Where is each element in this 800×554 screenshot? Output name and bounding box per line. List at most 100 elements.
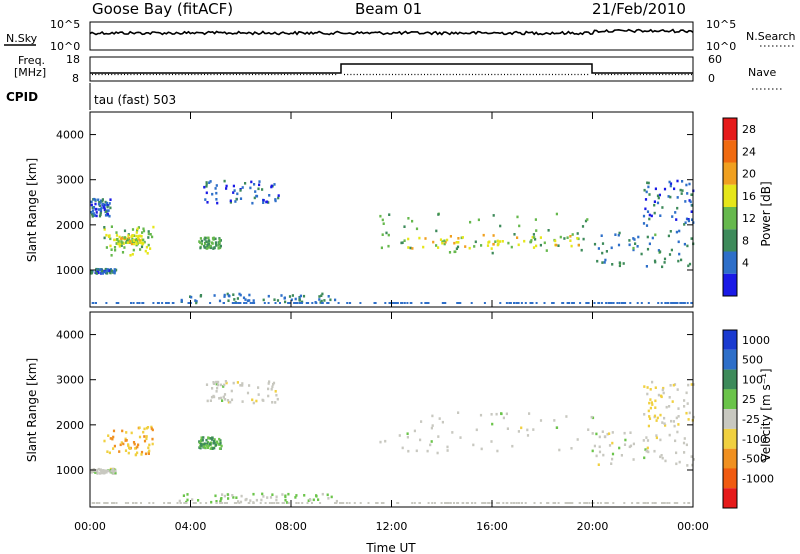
ground-point — [675, 502, 678, 504]
data-point — [601, 251, 604, 255]
data-point — [474, 240, 477, 244]
data-point — [448, 251, 452, 254]
data-point — [219, 500, 222, 503]
data-point — [239, 500, 243, 504]
data-point — [206, 446, 209, 449]
data-point — [685, 183, 688, 187]
ground-point — [427, 302, 430, 304]
data-point — [677, 259, 680, 263]
data-point — [539, 419, 543, 422]
ground-point — [623, 502, 626, 504]
ground-point — [502, 502, 505, 504]
data-point — [692, 415, 695, 419]
data-point — [384, 439, 387, 443]
data-point — [335, 499, 338, 503]
data-point — [654, 233, 657, 237]
data-point — [554, 239, 557, 243]
data-point — [214, 237, 217, 241]
data-point — [668, 180, 671, 184]
ground-point — [152, 502, 155, 504]
data-point — [208, 181, 211, 184]
ground-point — [388, 302, 391, 304]
data-point — [409, 246, 412, 250]
ground-point — [111, 502, 113, 504]
ground-point — [447, 502, 450, 504]
data-point — [662, 386, 665, 390]
ground-point — [268, 502, 271, 504]
data-point — [251, 201, 254, 205]
data-point — [660, 454, 663, 457]
data-point — [261, 188, 264, 191]
data-point — [653, 211, 656, 215]
power-colorbar-swatch — [723, 140, 737, 163]
ground-point — [259, 502, 262, 504]
ground-point — [138, 302, 141, 304]
data-point — [235, 197, 238, 201]
data-point — [460, 236, 463, 240]
ground-point — [172, 302, 175, 304]
ground-point — [375, 502, 378, 504]
data-point — [547, 229, 550, 232]
ground-point — [252, 502, 255, 504]
velocity-colorbar-tick-label: -25 — [742, 413, 760, 426]
data-point — [455, 241, 458, 244]
data-point — [663, 416, 666, 420]
data-point — [406, 432, 409, 435]
ground-point — [215, 502, 218, 504]
data-point — [618, 231, 621, 235]
data-point — [149, 247, 152, 250]
data-point — [614, 233, 617, 236]
data-point — [246, 299, 249, 302]
ground-point — [546, 502, 549, 504]
data-point — [147, 243, 150, 247]
data-point — [601, 430, 604, 433]
data-point — [191, 498, 194, 501]
data-point — [258, 180, 261, 183]
data-point — [211, 192, 214, 196]
data-point — [675, 230, 678, 234]
data-point — [223, 494, 226, 498]
ground-point — [359, 302, 362, 304]
data-point — [685, 443, 688, 447]
data-point — [457, 241, 460, 244]
data-point — [633, 238, 636, 241]
ground-point — [465, 502, 468, 504]
data-point — [415, 227, 419, 231]
ground-point — [297, 502, 300, 504]
data-point — [128, 447, 132, 450]
data-point — [104, 214, 108, 217]
power-colorbar-swatch — [723, 273, 737, 297]
nsky-trace — [89, 28, 694, 36]
data-point — [530, 239, 533, 242]
data-point — [114, 471, 117, 475]
data-point — [502, 416, 505, 420]
data-point — [190, 295, 193, 299]
ground-point — [359, 502, 362, 504]
data-point — [219, 244, 222, 248]
data-point — [497, 242, 500, 245]
data-point — [303, 494, 306, 497]
data-point — [688, 262, 692, 266]
data-point — [233, 189, 236, 192]
data-point — [103, 469, 106, 472]
data-point — [648, 217, 651, 221]
ground-point — [91, 502, 94, 504]
ground-point — [339, 502, 341, 504]
data-point — [664, 459, 667, 463]
data-point — [198, 240, 201, 243]
ground-point — [564, 502, 567, 504]
data-point — [646, 210, 650, 213]
data-point — [241, 400, 244, 403]
ground-point — [127, 502, 130, 504]
data-point — [597, 247, 600, 250]
ground-point — [449, 502, 452, 504]
data-point — [245, 497, 248, 501]
data-point — [229, 201, 232, 204]
data-point — [598, 435, 601, 439]
data-point — [114, 469, 117, 473]
data-point — [407, 217, 410, 220]
ground-point — [517, 302, 520, 304]
data-point — [620, 454, 623, 457]
data-point — [209, 180, 212, 183]
data-point — [103, 228, 106, 231]
